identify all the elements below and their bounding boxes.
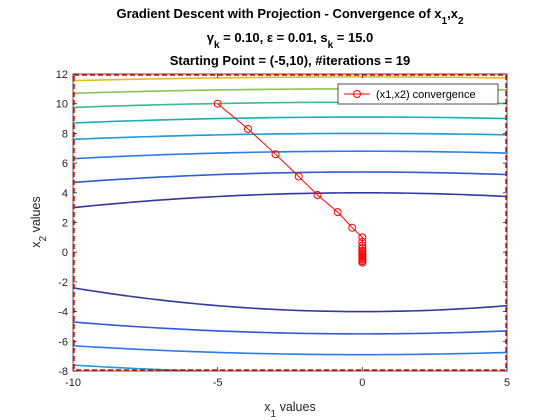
- series-point: [358, 233, 367, 242]
- title-line-2: γk = 0.10, ε = 0.01, sk = 15.0: [207, 30, 374, 51]
- convergence-series: [213, 99, 367, 267]
- series-point: [333, 208, 342, 217]
- y-tick-label: -6: [58, 336, 68, 348]
- x-axis-label: x1 values: [264, 400, 315, 420]
- contour-lines: [73, 76, 507, 371]
- series-point: [213, 99, 222, 108]
- chart-title: Gradient Descent with Projection - Conve…: [116, 6, 463, 68]
- y-tick-label: -8: [58, 366, 68, 378]
- contour-line: [73, 150, 507, 160]
- y-axis-label-text: x2 values: [29, 196, 49, 247]
- series-point: [348, 223, 357, 232]
- series-point: [294, 172, 303, 181]
- x-axis-label-text: x1 values: [264, 400, 315, 420]
- x-tick-label: 5: [504, 377, 510, 389]
- plot-area: [73, 74, 507, 371]
- series-point: [313, 191, 322, 200]
- title-line-3: Starting Point = (-5,10), #iterations = …: [170, 53, 411, 68]
- title-line-1: Gradient Descent with Projection - Conve…: [116, 6, 463, 27]
- series-point: [271, 150, 280, 159]
- y-tick-label: 10: [56, 99, 68, 111]
- contour-line: [73, 364, 507, 371]
- axis-ticks: -10 -5 0 5 -8 -6 -4 -2 0 2 4 6 8 10 12: [56, 69, 510, 389]
- x-tick-label: -5: [213, 377, 223, 389]
- legend-entry-label: (x1,x2) convergence: [376, 89, 476, 101]
- y-tick-label: 0: [62, 247, 68, 259]
- y-tick-label: 6: [62, 158, 68, 170]
- y-tick-label: -2: [58, 277, 68, 289]
- legend-marker-swatch: [353, 90, 361, 98]
- legend-box: [337, 83, 499, 105]
- contour-line: [73, 191, 507, 209]
- contour-line: [73, 287, 507, 313]
- y-tick-label: 8: [62, 128, 68, 140]
- y-tick-label: 4: [62, 188, 68, 200]
- contour-line: [73, 116, 507, 124]
- contour-line: [73, 321, 507, 335]
- contour-line: [73, 76, 507, 82]
- y-tick-label: -4: [58, 307, 68, 319]
- series-point: [358, 258, 367, 267]
- y-axis-label: x2 values: [29, 196, 49, 247]
- contour-line: [73, 171, 507, 184]
- legend: (x1,x2) convergence: [337, 83, 499, 105]
- contour-line: [73, 132, 507, 141]
- x-tick-label: -10: [65, 377, 81, 389]
- y-tick-label: 2: [62, 218, 68, 230]
- y-tick-label: 12: [56, 69, 68, 81]
- contour-line: [73, 344, 507, 356]
- x-tick-label: 0: [359, 377, 365, 389]
- series-point: [244, 124, 253, 133]
